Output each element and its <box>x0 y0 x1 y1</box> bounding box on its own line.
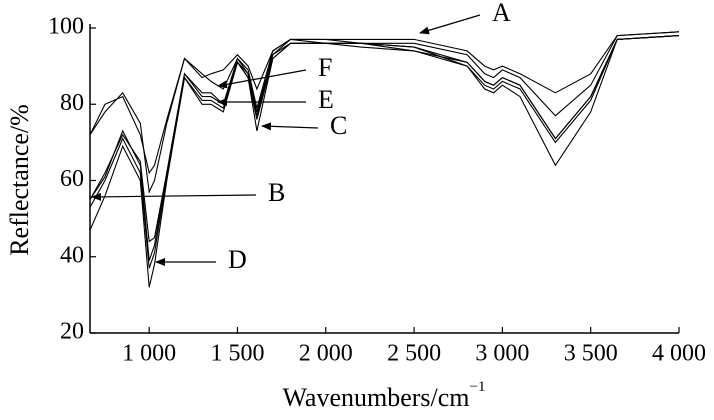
x-tick-label: 3 000 <box>475 341 529 367</box>
series-label: D <box>228 245 247 274</box>
y-tick-label: 20 <box>60 319 84 345</box>
annotation-arrow <box>91 192 257 201</box>
x-axis-label-text: Wavenumbers/cm <box>282 383 469 412</box>
x-tick-label: 1 000 <box>122 341 176 367</box>
x-tick-label: 2 000 <box>299 341 353 367</box>
y-axis-label: Reflectance/% <box>5 104 34 256</box>
annotation-arrow <box>261 122 319 131</box>
series-label: F <box>318 53 332 82</box>
x-tick-label: 2 500 <box>387 341 441 367</box>
annotation-arrow <box>419 14 481 35</box>
x-tick-label: 4 000 <box>652 341 706 367</box>
y-tick-label: 80 <box>60 90 84 116</box>
series-label: C <box>330 111 347 140</box>
series-label: A <box>492 0 511 27</box>
spectrum-line <box>89 35 680 243</box>
annotation-arrow <box>217 69 307 89</box>
y-tick-label: 100 <box>48 14 84 40</box>
x-axis-label: Wavenumbers/cm−1 <box>282 379 485 412</box>
spectrum-line <box>89 31 680 175</box>
spectrum-line <box>89 35 680 269</box>
y-tick-label: 40 <box>60 242 84 268</box>
series-label: B <box>268 178 285 207</box>
series-label: E <box>318 85 334 114</box>
spectrum-line <box>89 35 680 261</box>
x-tick-label: 1 500 <box>210 341 264 367</box>
y-tick-label: 60 <box>60 166 84 192</box>
x-tick-label: 3 500 <box>564 341 618 367</box>
spectrum-line <box>89 35 680 288</box>
x-axis-label-sup: −1 <box>470 379 486 395</box>
spectrum-line <box>89 31 680 194</box>
